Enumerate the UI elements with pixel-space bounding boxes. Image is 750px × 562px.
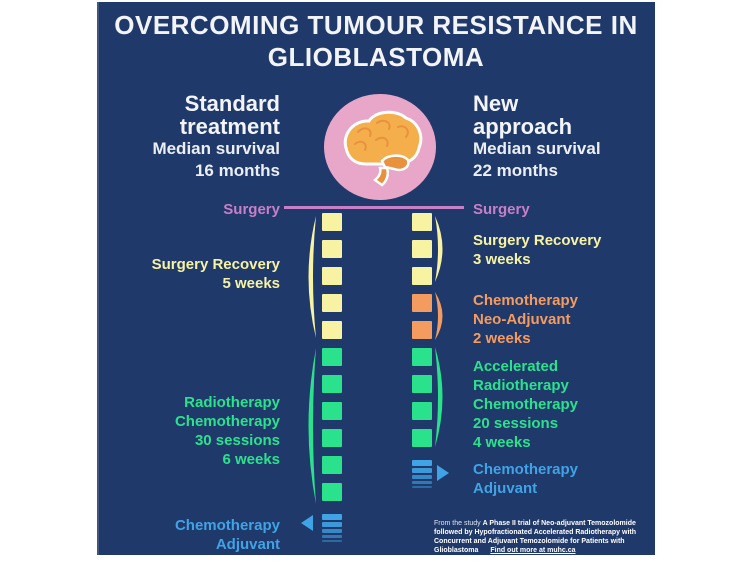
arrow-standard-adjuvant-icon (301, 515, 313, 531)
brain-illustration (343, 110, 423, 187)
stripe (322, 529, 342, 533)
brain-icon (324, 94, 436, 200)
footnote-study-title: A Phase II trial of Neo-adjuvant Temozol… (434, 520, 636, 554)
stripe (322, 540, 342, 542)
footnote-prefix: From the study (434, 520, 483, 527)
stripe (412, 475, 432, 479)
brace-new-recovery (435, 216, 443, 282)
timeline-block-accelerated-radiotherapy-chemotherapy (412, 429, 432, 447)
timeline-block-surgery-and-recovery (412, 213, 432, 231)
stripe (412, 481, 432, 484)
page-title-line2: GLIOBLASTOMA (267, 42, 485, 72)
stripe (412, 486, 432, 488)
timeline-block-radiotherapy-chemotherapy (322, 429, 342, 447)
stripe (412, 468, 432, 473)
timeline-block-surgery-and-recovery (412, 267, 432, 285)
stripe (322, 535, 342, 538)
source-footnote: From the study A Phase II trial of Neo-a… (434, 519, 650, 555)
standard-heading-line2: treatment (179, 114, 280, 139)
timeline-stripes-chemotherapy-adjuvant (412, 460, 432, 488)
timeline-block-chemotherapy-neo-adjuvant (412, 294, 432, 312)
stripe (412, 460, 432, 466)
timeline-block-accelerated-radiotherapy-chemotherapy (412, 375, 432, 393)
timeline-block-accelerated-radiotherapy-chemotherapy (412, 348, 432, 366)
page-title: OVERCOMING TUMOUR RESISTANCE IN GLIOBLAS… (97, 9, 655, 73)
timeline-block-radiotherapy-chemotherapy (322, 456, 342, 474)
timeline-block-surgery-and-recovery (322, 213, 342, 231)
stripe (322, 514, 342, 520)
timeline-block-radiotherapy-chemotherapy (322, 375, 342, 393)
label-standard-adjuvant: Chemotherapy Adjuvant (174, 517, 280, 553)
standard-survival-value: 16 months (194, 161, 280, 180)
infographic-panel: OVERCOMING TUMOUR RESISTANCE IN GLIOBLAS… (97, 2, 655, 555)
standard-heading-line1: Standard (184, 91, 280, 116)
brace-standard-radio-chemo (308, 348, 316, 504)
timeline-block-radiotherapy-chemotherapy (322, 348, 342, 366)
new-survival-label: Median survival (473, 139, 601, 158)
timeline-block-surgery-and-recovery (322, 294, 342, 312)
timeline-block-surgery-and-recovery (322, 267, 342, 285)
label-new-neoadjuvant: Chemotherapy Neo-Adjuvant 2 weeks (473, 292, 579, 347)
label-new-recovery: Surgery Recovery 3 weeks (473, 232, 602, 268)
timeline-stripes-chemotherapy-adjuvant (322, 514, 342, 542)
arrow-new-adjuvant-icon (437, 465, 449, 481)
surgery-connector-line (284, 206, 464, 209)
timeline-block-surgery-and-recovery (322, 321, 342, 339)
new-heading-line1: New (473, 91, 519, 116)
brace-new-accelerated (435, 347, 443, 447)
timeline-bar-new (412, 213, 432, 488)
brace-new-neoadjuvant (435, 292, 443, 340)
label-standard-surgery: Surgery (223, 201, 280, 218)
new-approach-header: New approach Median survival 22 months (473, 92, 601, 182)
timeline-block-radiotherapy-chemotherapy (322, 483, 342, 501)
stripe (322, 522, 342, 527)
timeline-bar-standard (322, 213, 342, 542)
label-standard-recovery: Surgery Recovery 5 weeks (151, 256, 280, 292)
new-survival-value: 22 months (473, 161, 559, 180)
timeline-block-surgery-and-recovery (322, 240, 342, 258)
label-new-adjuvant: Chemotherapy Adjuvant (473, 461, 579, 497)
timeline-block-accelerated-radiotherapy-chemotherapy (412, 402, 432, 420)
label-standard-radio-chemo: Radiotherapy Chemotherapy 30 sessions 6 … (174, 394, 280, 468)
page-title-line1: OVERCOMING TUMOUR RESISTANCE IN (114, 10, 638, 40)
new-heading-line2: approach (473, 114, 573, 139)
standard-survival-label: Median survival (152, 139, 280, 158)
label-new-accelerated: Accelerated Radiotherapy Chemotherapy 20… (473, 358, 579, 451)
timeline-block-radiotherapy-chemotherapy (322, 402, 342, 420)
timeline-block-chemotherapy-neo-adjuvant (412, 321, 432, 339)
timeline-block-surgery-and-recovery (412, 240, 432, 258)
standard-treatment-header: Standard treatment Median survival 16 mo… (152, 92, 280, 182)
label-new-surgery: Surgery (473, 201, 530, 218)
footnote-link[interactable]: Find out more at muhc.ca (490, 547, 576, 554)
brace-standard-recovery (308, 216, 316, 338)
